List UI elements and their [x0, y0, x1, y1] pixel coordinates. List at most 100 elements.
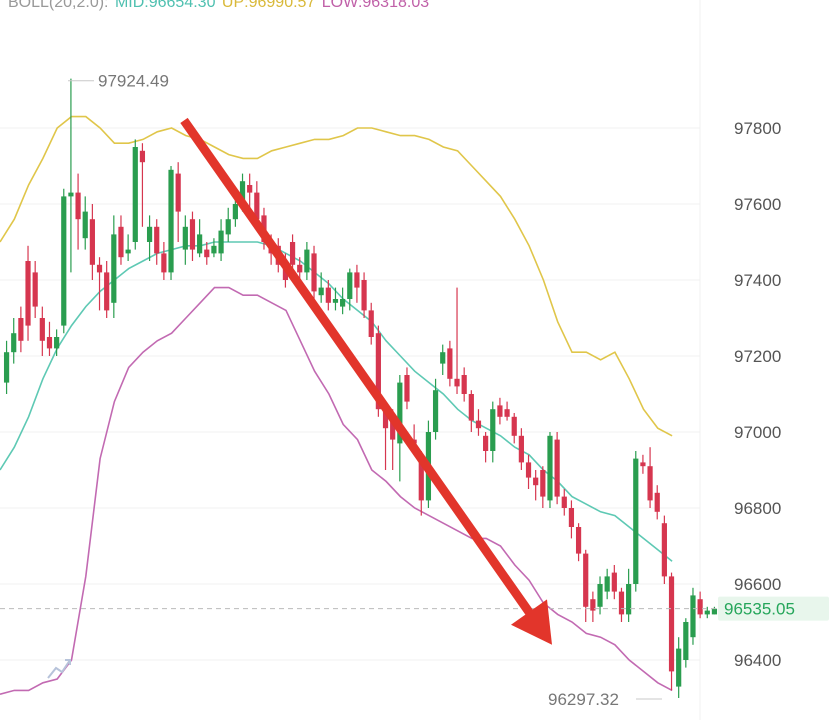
candle-body: [711, 608, 718, 615]
boll-up-line: [0, 115, 673, 437]
candle-body: [18, 318, 24, 341]
candle: [440, 344, 446, 375]
candle: [525, 454, 532, 489]
candle: [676, 637, 682, 698]
candle: [232, 196, 238, 227]
low-annotation: 96297.32: [548, 690, 662, 709]
candle-body: [347, 272, 353, 299]
boll-legend-mid: MID:96654.30: [114, 0, 216, 11]
candle: [304, 242, 310, 280]
candle: [404, 367, 410, 410]
candle: [618, 587, 625, 622]
y-tick-label: 97400: [734, 271, 781, 290]
high-annotation: 97924.49: [68, 72, 169, 91]
candle: [540, 466, 546, 508]
candle: [139, 143, 146, 227]
candle: [18, 306, 24, 353]
candle-body: [68, 192, 74, 197]
candle: [354, 264, 360, 303]
candle: [683, 618, 689, 668]
candle-body: [3, 352, 10, 383]
candle-body: [368, 310, 374, 337]
candle: [154, 219, 160, 265]
candle-body: [597, 584, 603, 607]
candle: [611, 565, 617, 600]
candle-body: [354, 272, 360, 288]
y-tick-label: 96600: [734, 575, 781, 594]
candle-body: [554, 439, 560, 497]
candle-body: [432, 390, 439, 432]
candle-body: [418, 458, 424, 501]
candle: [311, 245, 317, 303]
candle-body: [575, 527, 582, 554]
candle: [490, 401, 496, 463]
candle: [511, 413, 517, 444]
high-price-label: 97924.49: [98, 72, 169, 91]
candle-body: [654, 492, 660, 512]
candle-body: [32, 272, 38, 307]
candle-body: [232, 204, 238, 220]
candle-body: [511, 416, 517, 436]
candle-body: [225, 219, 231, 235]
candle: [518, 428, 524, 470]
candle: [704, 606, 710, 619]
candle: [182, 215, 188, 265]
candle: [96, 257, 103, 311]
candle: [368, 302, 374, 345]
candle-body: [561, 496, 567, 508]
candle-body: [661, 523, 667, 577]
candle-body: [297, 264, 303, 273]
candle: [447, 340, 453, 387]
candle: [561, 489, 567, 516]
current-price-label: 96535.05: [724, 600, 795, 619]
candle-body: [475, 420, 482, 429]
candle: [11, 318, 17, 364]
candle: [361, 272, 367, 318]
boll-legend-prefix: BOLL(20,2.0):: [8, 0, 109, 11]
candle: [626, 568, 632, 622]
y-tick-label: 96800: [734, 499, 781, 518]
candle-body: [218, 230, 224, 254]
candle-body: [139, 150, 146, 163]
trend-arrow-shaft: [180, 117, 536, 618]
candle-body: [633, 458, 639, 584]
candle-body: [683, 622, 689, 660]
candle: [475, 409, 482, 436]
candle-body: [189, 219, 196, 250]
candle-body: [583, 553, 589, 607]
candle-body: [468, 394, 474, 421]
candle-body: [397, 382, 403, 444]
candle: [647, 447, 653, 508]
candle: [604, 568, 610, 600]
candle-body: [254, 192, 260, 220]
candle: [54, 329, 60, 356]
candle-body: [447, 348, 453, 379]
candle: [161, 242, 167, 280]
candle: [68, 78, 74, 273]
candle: [125, 234, 131, 261]
candle-body: [647, 466, 653, 501]
candle-body: [247, 185, 253, 193]
candle-body: [404, 375, 410, 402]
candle: [289, 234, 296, 273]
candle-body: [104, 272, 110, 311]
candle: [175, 162, 181, 242]
candle: [39, 306, 45, 356]
candle: [204, 242, 210, 265]
candle-body: [111, 234, 117, 303]
candle-body: [483, 435, 489, 451]
candle-body: [289, 242, 296, 265]
candle-body: [547, 435, 553, 501]
candle: [690, 587, 696, 645]
candle-body: [132, 147, 138, 242]
candle: [340, 287, 346, 315]
candle-body: [75, 192, 81, 220]
candle: [61, 188, 67, 334]
candle-body: [96, 264, 103, 273]
candle: [111, 215, 117, 318]
candle-body: [618, 591, 625, 615]
candle: [146, 215, 153, 261]
candle-body: [704, 610, 710, 615]
